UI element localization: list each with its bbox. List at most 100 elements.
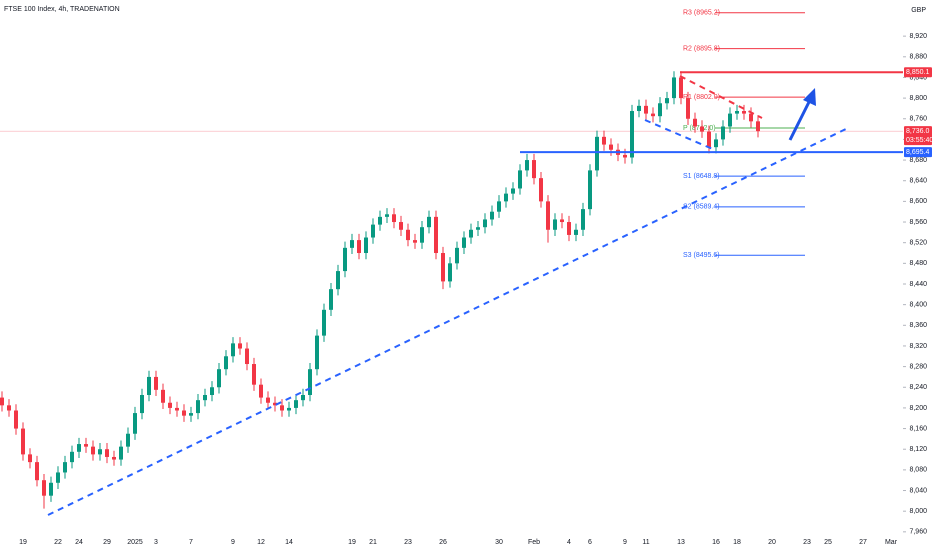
x-tick-label: 3 [154, 539, 158, 546]
y-tick-label: 7,960 [909, 529, 927, 536]
candle-body [637, 105, 641, 112]
y-tick-label: 8,400 [909, 301, 927, 308]
candle-body [49, 482, 53, 496]
candle-body [210, 387, 214, 396]
candle-body [77, 444, 81, 452]
candle-body [672, 77, 676, 99]
candle-body [126, 433, 130, 447]
pivot-layer: R3 (8965.2) R2 (8895.8) R1 (8802.0) P (8742… [0, 10, 903, 259]
candle-body [35, 462, 39, 481]
candle-body [602, 136, 606, 145]
candle-body [280, 405, 284, 411]
x-tick-label: 14 [285, 539, 293, 546]
x-tick-label: 25 [824, 539, 832, 546]
candle-body [357, 240, 361, 254]
candle-body [532, 160, 536, 179]
chart-title: FTSE 100 Index, 4h, TRADENATION [4, 6, 120, 13]
x-tick-label: 2025 [127, 539, 143, 546]
candle-body [427, 216, 431, 228]
x-tick-label: 24 [75, 539, 83, 546]
y-tick-label: 8,840 [909, 74, 927, 81]
candle-body [658, 103, 662, 117]
x-tick-label: 26 [439, 539, 447, 546]
candle-body [189, 413, 193, 416]
pivot-label: S2 (8589.4) [683, 204, 720, 211]
y-tick-label: 8,280 [909, 363, 927, 370]
candle-body [273, 402, 277, 406]
candle-body [84, 444, 88, 447]
candle-body [581, 209, 585, 230]
y-tick-label: 8,760 [909, 116, 927, 123]
candle-body [336, 271, 340, 290]
candle-body [266, 397, 270, 403]
y-tick-label: 8,360 [909, 322, 927, 329]
candle-body [441, 253, 445, 282]
candle-body [161, 389, 165, 403]
candle-body [455, 247, 459, 264]
candle-body [476, 227, 480, 230]
currency: GBP [911, 7, 926, 14]
candle-body [406, 229, 410, 241]
candle-body [448, 263, 452, 282]
y-tick-label: 8,160 [909, 425, 927, 432]
arrow-head [803, 88, 816, 106]
last-price-label: 8,736.0 [906, 128, 929, 135]
candle-body [665, 98, 669, 104]
candle-body [175, 407, 179, 411]
candle-body [434, 216, 438, 254]
candle-body [371, 224, 375, 238]
candle-body [287, 407, 291, 411]
candle-body [511, 188, 515, 194]
x-tick-label: 6 [588, 539, 592, 546]
x-tick-label: 16 [712, 539, 720, 546]
x-tick-label: 21 [369, 539, 377, 546]
candle-body [483, 219, 487, 228]
candle-body [112, 456, 116, 460]
candle-body [182, 410, 186, 416]
candle-body [609, 144, 613, 150]
x-tick-label: 30 [495, 539, 503, 546]
candle-body [756, 121, 760, 132]
candle-body [693, 118, 697, 127]
candle-body [588, 170, 592, 210]
candle-body [7, 405, 11, 411]
candle-body [490, 211, 494, 220]
candle-body [56, 472, 60, 483]
y-tick-label: 8,880 [909, 54, 927, 61]
candle-body [224, 356, 228, 370]
candle-body [364, 237, 368, 254]
candle-body [147, 376, 151, 396]
y-tick-label: 8,600 [909, 198, 927, 205]
pivot-label: R3 (8965.2) [683, 10, 720, 17]
candle-body [644, 105, 648, 114]
y-tick-label: 8,920 [909, 33, 927, 40]
x-tick-label: 20 [768, 539, 776, 546]
candle-body [420, 227, 424, 243]
candle-body [560, 219, 564, 223]
arrow-shaft [788, 99, 812, 141]
candle-body [686, 98, 690, 119]
candle-body [119, 446, 123, 460]
x-tick-label: 19 [19, 539, 27, 546]
price-badge-label: 8,695.4 [906, 149, 929, 156]
y-tick-label: 8,120 [909, 446, 927, 453]
candle-body [679, 77, 683, 99]
pivot-label: P (8742.0) [683, 125, 716, 132]
candle-body [546, 201, 550, 230]
candle-body [308, 369, 312, 396]
channel-line [679, 75, 763, 119]
candle-body [714, 139, 718, 148]
y-tick-label: 8,200 [909, 405, 927, 412]
candle-body [518, 170, 522, 189]
candle-body [154, 376, 158, 390]
candle-body [42, 480, 46, 496]
x-tick-label: Mar [885, 539, 898, 546]
price-badge-label: 8,850.1 [906, 69, 929, 76]
candle-body [203, 395, 207, 401]
candle-body [630, 111, 634, 158]
x-tick-label: 27 [859, 539, 867, 546]
candle-body [350, 240, 354, 248]
last-price-badge [904, 126, 932, 146]
y-tick-label: 8,480 [909, 260, 927, 267]
candle-body [301, 395, 305, 401]
